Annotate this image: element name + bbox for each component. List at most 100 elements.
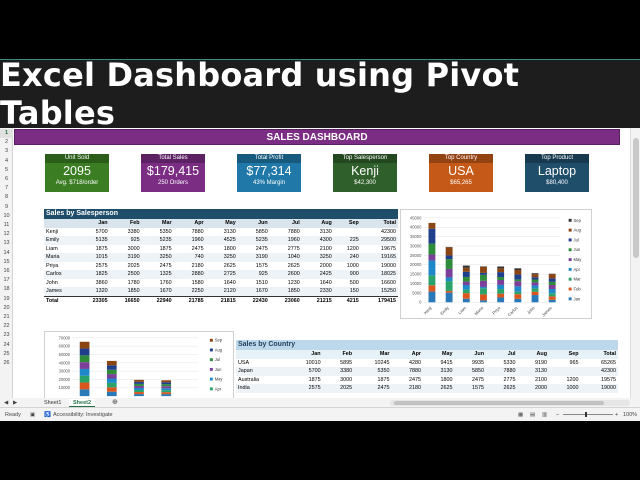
table-cell[interactable]: 5700	[95, 228, 108, 235]
bar-segment-priya-mar[interactable]	[497, 289, 505, 294]
column-header[interactable]: Jun	[237, 219, 270, 228]
bar-segment-james-jan[interactable]	[548, 299, 556, 303]
bar-segment-james-jul[interactable]	[548, 278, 556, 282]
column-header[interactable]: Apr	[391, 350, 423, 359]
table-cell[interactable]: 2575	[95, 262, 108, 269]
table-cell[interactable]: 1015	[77, 253, 110, 262]
table-cell[interactable]: 2180	[391, 384, 423, 393]
table-cell[interactable]: 9415	[440, 359, 453, 366]
table-cell[interactable]: 500	[349, 279, 359, 286]
total-cell[interactable]: 22430	[237, 295, 270, 305]
bar-segment-emily-jun[interactable]	[445, 259, 453, 269]
horizontal-scroll-thumb[interactable]	[394, 401, 604, 405]
bar-segment-kenji-aug[interactable]	[428, 222, 436, 229]
bar-segment-priya-sep[interactable]	[497, 266, 505, 269]
column-header[interactable]: Jan	[77, 219, 110, 228]
table-row[interactable]: India 2575 2025 2475 2180 2625 1575 2625 2000 100…	[236, 384, 618, 393]
total-cell[interactable]: 16650	[109, 295, 142, 305]
bar-segment-maria-mar[interactable]	[480, 288, 487, 295]
table-cell[interactable]: 3250	[205, 253, 238, 262]
table-cell[interactable]: 2180	[191, 262, 204, 269]
bar-segment-liam-jun[interactable]	[462, 276, 470, 282]
column-header[interactable]: Mar	[141, 219, 174, 228]
table-cell[interactable]: 4280	[409, 359, 421, 366]
total-cell[interactable]: 21815	[205, 295, 238, 305]
table-cell[interactable]: 1575	[255, 262, 268, 269]
bar-segment-maria-jan[interactable]	[480, 300, 487, 303]
table-cell[interactable]: 2475	[409, 376, 421, 383]
table-cell[interactable]: 3190	[109, 253, 142, 262]
bar-segment-emily-aug[interactable]	[445, 247, 453, 256]
table-cell[interactable]: 2880	[173, 270, 206, 279]
bar-segment-carlos-aug[interactable]	[514, 270, 522, 275]
table-row[interactable]: USA 10010 5895 10245 4280 9415 9935 5330 9190 965…	[236, 359, 618, 368]
bar-segment-india[interactable]	[161, 392, 172, 395]
table-cell[interactable]: 5350	[354, 367, 392, 376]
bar-segment-john-jun[interactable]	[531, 279, 539, 283]
table-cell[interactable]: 2625	[486, 384, 518, 393]
bar-segment-india[interactable]	[161, 384, 172, 387]
bar-segment-usa[interactable]	[79, 362, 90, 369]
row-number[interactable]: 16	[3, 268, 10, 274]
bar-segment-usa[interactable]	[79, 368, 90, 376]
table-row[interactable]: Priya 2575 2025 2475 2180 2625 1575 2625 2000 100…	[44, 262, 398, 271]
table-cell[interactable]: 9190	[535, 359, 547, 366]
bar-segment-australia[interactable]	[134, 390, 144, 393]
table-cell[interactable]: 2575	[285, 384, 323, 393]
country-stacked-chart[interactable]: 70000 60000 50000 40000 30000 20000 10000 Sep Au…	[44, 331, 234, 398]
column-header[interactable]: May	[205, 219, 238, 228]
table-cell[interactable]: 15250	[360, 287, 398, 296]
column-header[interactable]: Sep	[549, 350, 581, 359]
vertical-scrollbar[interactable]	[630, 128, 640, 398]
table-cell[interactable]: 5235	[141, 236, 174, 245]
row-number[interactable]: 26	[3, 360, 10, 366]
bar-segment-carlos-jul[interactable]	[514, 274, 522, 280]
zoom-in-icon[interactable]: +	[615, 412, 619, 418]
table-cell[interactable]: 5850	[454, 367, 486, 376]
table-cell[interactable]: 150	[333, 287, 361, 296]
table-cell[interactable]: 1510	[255, 279, 268, 286]
table-cell[interactable]: 2475	[255, 245, 268, 252]
bar-segment-carlos-jan[interactable]	[514, 298, 522, 303]
total-cell[interactable]: 23305	[77, 295, 110, 305]
table-cell[interactable]: 2120	[205, 287, 238, 296]
table-cell[interactable]: 5700	[285, 367, 323, 376]
bar-segment-priya-jul[interactable]	[497, 272, 505, 278]
table-cell[interactable]: 1575	[454, 384, 486, 393]
table-cell[interactable]: 1640	[223, 279, 236, 286]
bar-segment-maria-jun[interactable]	[480, 274, 487, 281]
table-cell[interactable]: 3130	[319, 228, 332, 235]
table-cell[interactable]: 19575	[601, 376, 616, 383]
bar-segment-john-aug[interactable]	[531, 274, 539, 278]
kpi-card-top-product[interactable]: Top Product Laptop $80,400	[525, 154, 589, 192]
table-cell[interactable]: 19000	[381, 262, 396, 269]
kpi-card-total-profit[interactable]: Total Profit $77,314 43% Margin	[237, 154, 301, 192]
add-sheet-icon[interactable]: ⊕	[112, 399, 118, 406]
bar-segment-japan[interactable]	[106, 374, 117, 379]
bar-segment-australia[interactable]	[134, 379, 144, 382]
row-label[interactable]: Carlos	[44, 270, 78, 279]
column-header[interactable]: Feb	[109, 219, 142, 228]
table-cell[interactable]: 3250	[301, 253, 334, 262]
normal-view-icon[interactable]: ▦	[518, 412, 524, 418]
zoom-slider[interactable]	[563, 414, 613, 415]
row-number[interactable]: 9	[4, 203, 9, 210]
bar-segment-carlos-feb[interactable]	[514, 294, 522, 299]
table-cell[interactable]	[549, 367, 581, 376]
row-label[interactable]: Australia	[238, 376, 259, 383]
bar-segment-carlos-apr[interactable]	[514, 286, 522, 292]
sheet-tab-sheet2[interactable]: Sheet2	[69, 399, 96, 407]
table-cell[interactable]: 2475	[159, 262, 172, 269]
table-cell[interactable]: 2025	[127, 262, 140, 269]
table-cell[interactable]: 2475	[354, 384, 392, 393]
accessibility-icon[interactable]: ♿	[44, 412, 51, 418]
bar-segment-liam-apr[interactable]	[462, 284, 470, 290]
table-row[interactable]: Japan 5700 3380 5350 7880 3130 5850 7880 3130 423…	[236, 367, 618, 376]
table-cell[interactable]	[334, 228, 361, 237]
row-label[interactable]: India	[236, 384, 286, 393]
table-cell[interactable]: 2100	[319, 245, 332, 252]
table-cell[interactable]: 2625	[287, 262, 300, 269]
bar-segment-japan[interactable]	[106, 369, 117, 375]
row-number[interactable]: 7	[4, 185, 9, 192]
bar-segment-carlos-jun[interactable]	[514, 279, 522, 282]
